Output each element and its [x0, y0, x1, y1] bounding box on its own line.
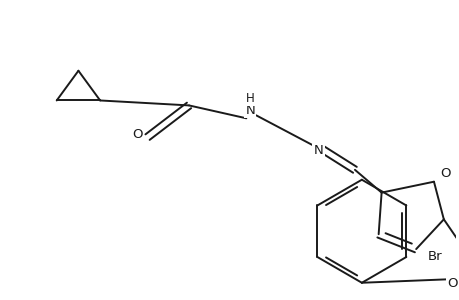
Text: O: O: [440, 167, 450, 180]
Text: O: O: [132, 128, 143, 141]
Text: N: N: [313, 145, 323, 158]
Text: N: N: [245, 104, 255, 117]
Text: H: H: [246, 92, 254, 105]
Text: O: O: [447, 277, 457, 290]
Text: Br: Br: [427, 250, 442, 263]
